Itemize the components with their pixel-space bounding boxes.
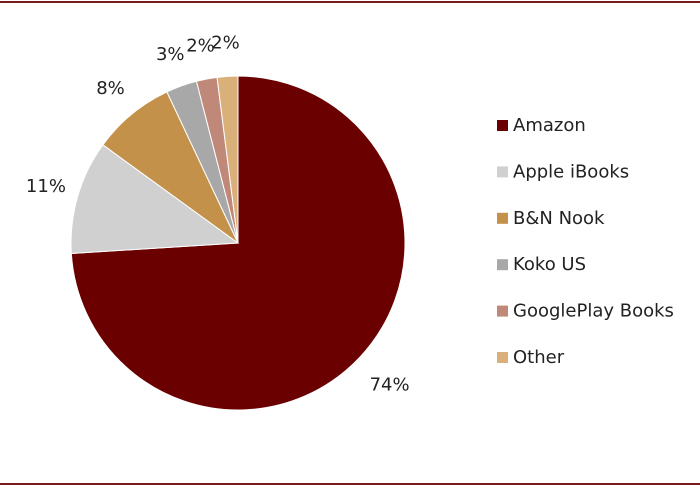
- legend-label: Other: [513, 347, 565, 368]
- legend-label: Amazon: [513, 115, 586, 136]
- pie-slice: [70, 144, 240, 255]
- legend-swatch: [497, 305, 508, 317]
- legend-label: Apple iBooks: [513, 161, 629, 182]
- pie-slice: [216, 75, 239, 244]
- data-label: 74%: [370, 374, 410, 395]
- legend-label: B&N Nook: [513, 208, 605, 229]
- data-label: 11%: [26, 176, 66, 197]
- legend-swatch: [497, 212, 508, 224]
- data-label: 2%: [186, 36, 215, 57]
- data-label: 3%: [156, 44, 185, 65]
- legend-swatch: [497, 120, 508, 131]
- legend-label: Koko US: [513, 254, 586, 275]
- legend-swatch: [497, 259, 508, 271]
- legend-swatch: [497, 166, 508, 178]
- legend-swatch: [497, 352, 508, 363]
- data-label: 2%: [211, 32, 240, 53]
- data-label: 8%: [96, 78, 125, 99]
- legend-label: GooglePlay Books: [513, 301, 674, 322]
